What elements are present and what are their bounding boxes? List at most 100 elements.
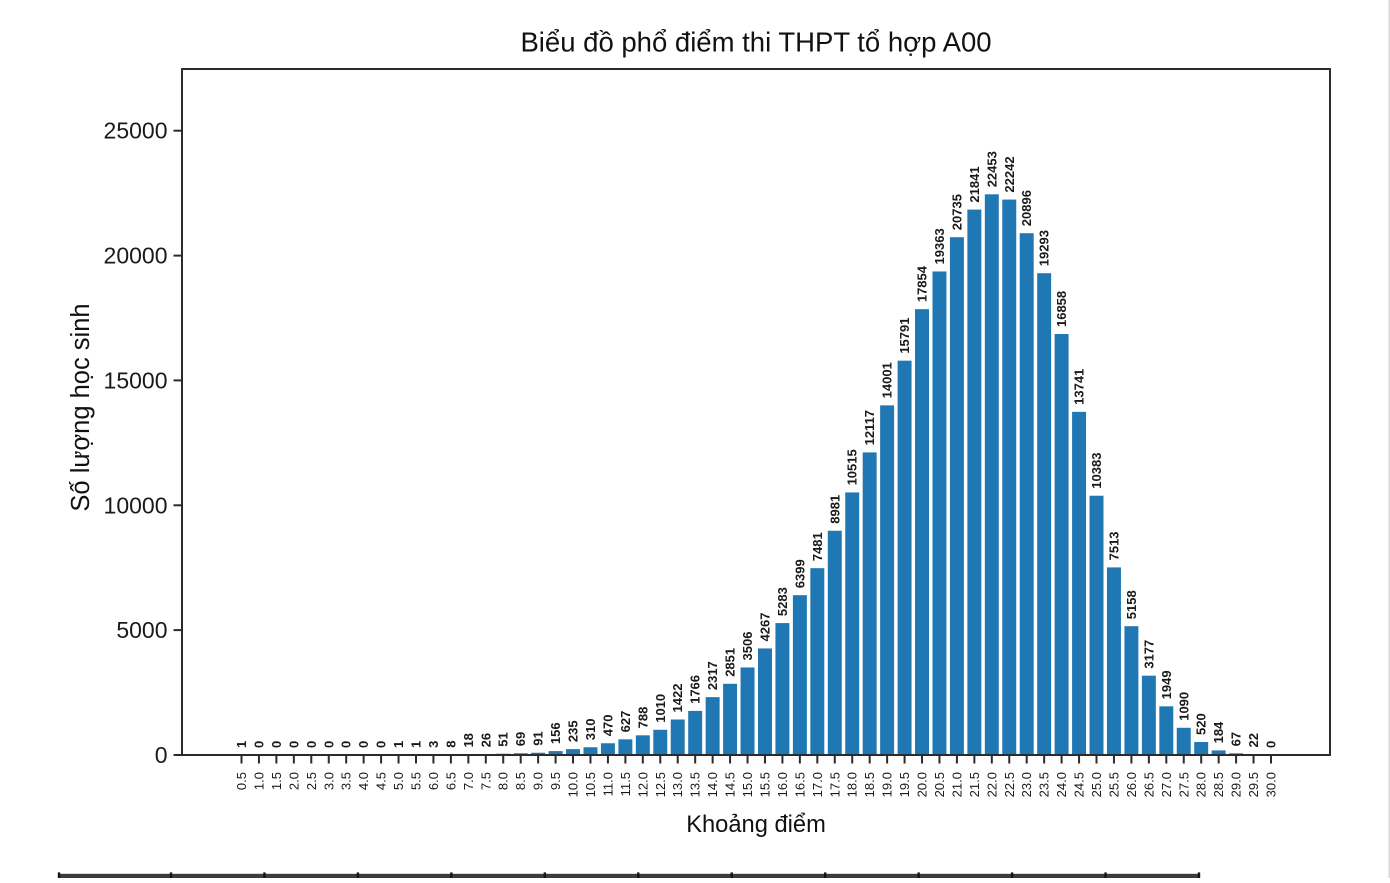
svg-text:0: 0 <box>339 741 354 748</box>
svg-text:10.5: 10.5 <box>583 772 598 797</box>
svg-text:1010: 1010 <box>653 694 668 723</box>
svg-text:26.0: 26.0 <box>1124 772 1139 797</box>
svg-text:9.5: 9.5 <box>548 772 563 790</box>
svg-text:12117: 12117 <box>862 410 877 445</box>
svg-text:19293: 19293 <box>1037 230 1052 266</box>
svg-text:27.0: 27.0 <box>1159 772 1174 797</box>
svg-text:3.0: 3.0 <box>321 772 336 790</box>
svg-text:0.5: 0.5 <box>234 772 249 790</box>
svg-text:19363: 19363 <box>932 228 947 264</box>
svg-text:9.0: 9.0 <box>531 772 546 790</box>
svg-text:19.5: 19.5 <box>897 772 912 797</box>
svg-text:156: 156 <box>548 722 563 744</box>
svg-text:8.5: 8.5 <box>513 772 528 790</box>
svg-text:6.5: 6.5 <box>443 772 458 790</box>
svg-text:24.5: 24.5 <box>1072 772 1087 797</box>
svg-text:28.5: 28.5 <box>1211 772 1226 797</box>
svg-text:310: 310 <box>583 719 598 741</box>
svg-text:4.0: 4.0 <box>356 772 371 790</box>
svg-text:5000: 5000 <box>116 617 167 643</box>
svg-text:23.5: 23.5 <box>1037 772 1052 797</box>
svg-text:0: 0 <box>286 741 301 748</box>
svg-text:8.0: 8.0 <box>496 772 511 790</box>
svg-text:20896: 20896 <box>1019 190 1034 226</box>
svg-text:3506: 3506 <box>740 632 755 661</box>
svg-text:0: 0 <box>304 741 319 748</box>
svg-text:788: 788 <box>635 707 650 729</box>
svg-text:1766: 1766 <box>688 675 703 704</box>
svg-text:13.0: 13.0 <box>670 772 685 797</box>
svg-text:8: 8 <box>443 741 458 748</box>
svg-text:14.5: 14.5 <box>723 772 738 797</box>
svg-text:Khoảng điểm: Khoảng điểm <box>686 812 826 838</box>
svg-text:7.5: 7.5 <box>478 772 493 790</box>
svg-text:22.0: 22.0 <box>984 772 999 797</box>
svg-text:24.0: 24.0 <box>1054 772 1069 797</box>
svg-text:15000: 15000 <box>104 367 168 393</box>
svg-text:15.5: 15.5 <box>757 772 772 797</box>
svg-text:520: 520 <box>1194 713 1209 735</box>
svg-text:25000: 25000 <box>104 118 168 144</box>
svg-text:6.0: 6.0 <box>426 772 441 790</box>
svg-text:2317: 2317 <box>705 661 720 690</box>
svg-text:0: 0 <box>155 742 168 768</box>
svg-text:1: 1 <box>391 741 406 748</box>
svg-text:1090: 1090 <box>1176 692 1191 721</box>
svg-text:2.5: 2.5 <box>304 772 319 790</box>
svg-text:21.0: 21.0 <box>949 772 964 797</box>
svg-text:12.0: 12.0 <box>635 772 650 797</box>
svg-text:16858: 16858 <box>1054 291 1069 327</box>
svg-text:470: 470 <box>600 715 615 737</box>
svg-text:7481: 7481 <box>810 532 825 561</box>
svg-text:4.5: 4.5 <box>374 772 389 790</box>
svg-text:29.5: 29.5 <box>1246 772 1261 797</box>
svg-text:21.5: 21.5 <box>967 772 982 797</box>
svg-text:0: 0 <box>356 741 371 748</box>
svg-text:235: 235 <box>566 720 581 742</box>
svg-text:184: 184 <box>1211 721 1226 743</box>
svg-text:18.5: 18.5 <box>862 772 877 797</box>
svg-text:Biểu đồ phổ điểm thi THPT tổ h: Biểu đồ phổ điểm thi THPT tổ hợp A00 <box>520 27 991 58</box>
svg-text:0: 0 <box>251 741 266 748</box>
svg-text:67: 67 <box>1229 732 1244 746</box>
svg-text:26.5: 26.5 <box>1141 772 1156 797</box>
svg-text:1949: 1949 <box>1159 670 1174 699</box>
svg-text:20000: 20000 <box>104 243 168 269</box>
svg-text:17.5: 17.5 <box>827 772 842 797</box>
svg-text:12.5: 12.5 <box>653 772 668 797</box>
svg-text:1.5: 1.5 <box>269 772 284 790</box>
svg-text:Số lượng học sinh: Số lượng học sinh <box>67 303 95 511</box>
svg-text:19.0: 19.0 <box>880 772 895 797</box>
svg-text:3: 3 <box>426 741 441 748</box>
svg-text:2.0: 2.0 <box>286 772 301 790</box>
svg-text:10383: 10383 <box>1089 453 1104 489</box>
svg-text:26: 26 <box>478 733 493 747</box>
svg-text:22242: 22242 <box>1002 156 1017 192</box>
svg-text:8981: 8981 <box>827 495 842 524</box>
svg-text:23.0: 23.0 <box>1019 772 1034 797</box>
svg-text:0: 0 <box>1264 741 1279 748</box>
svg-text:1: 1 <box>408 741 423 748</box>
svg-text:5283: 5283 <box>775 587 790 616</box>
svg-text:16.0: 16.0 <box>775 772 790 797</box>
svg-text:17854: 17854 <box>915 265 930 302</box>
svg-text:5.5: 5.5 <box>408 772 423 790</box>
svg-text:20.5: 20.5 <box>932 772 947 797</box>
svg-text:20735: 20735 <box>949 194 964 230</box>
svg-text:15.0: 15.0 <box>740 772 755 797</box>
svg-text:6399: 6399 <box>792 559 807 588</box>
svg-text:27.5: 27.5 <box>1176 772 1191 797</box>
svg-text:51: 51 <box>496 732 511 746</box>
svg-text:91: 91 <box>531 731 546 745</box>
svg-text:1422: 1422 <box>670 684 685 713</box>
svg-text:18: 18 <box>461 733 476 747</box>
svg-text:30.0: 30.0 <box>1264 772 1279 797</box>
svg-text:69: 69 <box>513 732 528 746</box>
svg-text:10000: 10000 <box>104 492 168 518</box>
svg-text:14001: 14001 <box>880 362 895 398</box>
svg-text:0: 0 <box>269 741 284 748</box>
svg-text:11.5: 11.5 <box>618 772 633 796</box>
svg-text:14.0: 14.0 <box>705 772 720 797</box>
svg-text:0: 0 <box>374 741 389 748</box>
svg-text:11.0: 11.0 <box>600 772 615 796</box>
